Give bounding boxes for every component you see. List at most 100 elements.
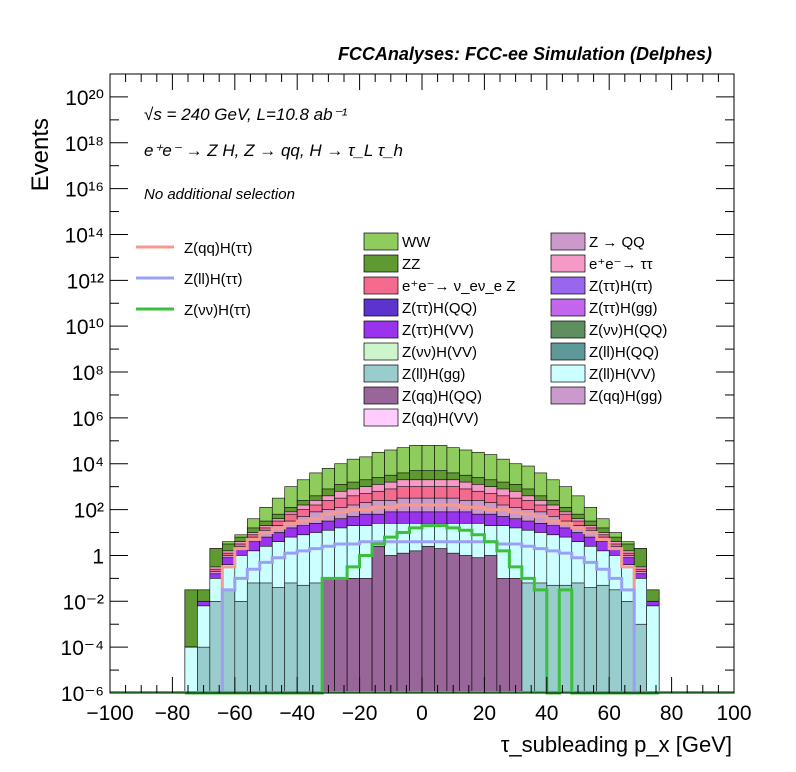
- x-tick-label: −60: [217, 702, 253, 725]
- legend-fill-entry: WW: [363, 232, 431, 251]
- legend-fill-entry: Z(νν)H(VV): [363, 342, 477, 361]
- bar: [209, 600, 223, 694]
- legend-fill-label: Z(ll)H(QQ): [589, 344, 659, 361]
- line-1: [184, 540, 660, 695]
- legend-fill-label: Z(ττ)H(VV): [402, 322, 474, 339]
- annotation-selection: No additional selection: [144, 186, 295, 203]
- y-tick-label: 1: [92, 545, 104, 568]
- x-tick-label: 40: [535, 702, 558, 725]
- x-tick-label: 0: [416, 702, 428, 725]
- legend-fill-swatch: [550, 364, 586, 383]
- legend-fill-swatch: [550, 386, 586, 405]
- y-tick-label: 10⁴: [72, 454, 104, 477]
- bar: [509, 578, 523, 694]
- legend-fill-entry: Z(ll)H(gg): [363, 364, 465, 383]
- legend-fill-entry: e⁺e⁻→ ν_eν_e Z: [363, 276, 515, 295]
- legend-fill-swatch: [363, 342, 399, 361]
- legend-fill-label: Z(qq)H(VV): [402, 410, 479, 427]
- bar: [296, 584, 310, 694]
- series-8: [321, 545, 523, 694]
- legend-fill-swatch: [363, 298, 399, 317]
- legend-fill-entry: Z(qq)H(VV): [363, 408, 479, 427]
- legend-fill-label: WW: [402, 234, 431, 251]
- bar: [271, 587, 286, 694]
- x-tick-label: −40: [279, 702, 315, 725]
- legend-fill-entry: Z(νν)H(QQ): [550, 320, 667, 339]
- x-tick-label: 60: [598, 702, 621, 725]
- bar: [596, 584, 610, 694]
- bar: [371, 545, 385, 694]
- bar: [246, 582, 261, 694]
- bar: [621, 600, 635, 694]
- legend-fill-entry: Z(ττ)H(QQ): [363, 298, 477, 317]
- bar: [583, 587, 598, 694]
- bar: [571, 582, 585, 694]
- bar: [334, 578, 348, 694]
- x-tick-label: 20: [473, 702, 496, 725]
- y-tick-label: 10²⁰: [65, 87, 104, 110]
- legend-fill-label: Z(νν)H(QQ): [589, 322, 667, 339]
- legend-line-entry: Z(νν)H(ττ): [136, 302, 251, 319]
- bar: [633, 623, 647, 694]
- legend-fill-entry: Z(qq)H(QQ): [363, 386, 482, 405]
- y-tick-label: 10⁻²: [63, 591, 104, 614]
- y-tick-label: 10²: [74, 500, 104, 523]
- y-axis-title: Events: [27, 118, 54, 191]
- bar: [409, 550, 423, 694]
- bar: [446, 552, 460, 694]
- bar: [234, 600, 248, 694]
- legend-fill-entry: Z(qq)H(gg): [550, 386, 662, 405]
- y-tick-label: 10⁻⁶: [61, 683, 104, 706]
- y-tick-label: 10⁶: [72, 408, 104, 431]
- legend-fill-entry: Z(ττ)H(ττ): [550, 276, 653, 295]
- bar: [421, 545, 435, 694]
- legend-fill-swatch: [550, 254, 586, 273]
- legend-fill-entry: Z(ττ)H(gg): [550, 298, 658, 317]
- legend-fill-label: Z(ττ)H(QQ): [402, 300, 477, 317]
- legend-fill-swatch: [363, 364, 399, 383]
- legend-fill-swatch: [363, 408, 399, 427]
- bar: [259, 582, 273, 694]
- bar: [646, 605, 660, 694]
- bar: [459, 555, 473, 694]
- y-tick-label: 10¹⁴: [65, 224, 104, 247]
- line-0: [184, 503, 660, 695]
- chart-title: FCCAnalyses: FCC-ee Simulation (Delphes): [338, 44, 712, 64]
- legend-fill-swatch: [550, 320, 586, 339]
- y-tick-label: 10⁸: [72, 362, 104, 385]
- annotation-energy-lumi: √s = 240 GeV, L=10.8 ab⁻¹: [144, 105, 348, 124]
- legend-fill-label: Z(νν)H(VV): [402, 344, 477, 361]
- annotation-process: e⁺e⁻ → Z H, Z → qq, H → τ_L τ_h: [144, 141, 403, 160]
- bar: [184, 646, 198, 694]
- bar: [346, 578, 360, 694]
- legend-fill-swatch: [550, 342, 586, 361]
- legend-line-label: Z(νν)H(ττ): [184, 302, 251, 319]
- legend-fill-swatch: [550, 232, 586, 251]
- legend-fill-entry: Z(ll)H(QQ): [550, 342, 659, 361]
- x-tick-label: −100: [86, 702, 133, 725]
- legend-fill-entry: Z → QQ: [550, 232, 645, 251]
- legend-fill-entry: Z(ll)H(VV): [550, 364, 656, 383]
- bar: [396, 552, 410, 694]
- legend-line-label: Z(qq)H(ττ): [184, 240, 253, 257]
- legend-fill-label: Z(ll)H(gg): [402, 366, 465, 383]
- bar: [284, 582, 298, 694]
- legend-fill-entry: Z(ττ)H(VV): [363, 320, 474, 339]
- legend-fill-label: Z(qq)H(QQ): [402, 388, 482, 405]
- x-axis-title: τ_subleading p_x [GeV]: [501, 732, 732, 757]
- x-tick-label: −20: [342, 702, 378, 725]
- legend-fill-entry: ZZ: [363, 254, 420, 273]
- legend-fill-label: Z(ττ)H(gg): [589, 300, 658, 317]
- x-tick-label: 100: [716, 702, 751, 725]
- y-tick-label: 10¹⁶: [65, 179, 104, 202]
- legend-fill-swatch: [363, 320, 399, 339]
- x-tick-label: 80: [660, 702, 683, 725]
- bar: [558, 584, 573, 694]
- legend-lines: Z(qq)H(ττ) Z(ll)H(ττ) Z(νν)H(ττ): [136, 240, 253, 319]
- bar: [309, 582, 323, 694]
- legend-line-entry: Z(qq)H(ττ): [136, 240, 253, 257]
- bar: [608, 589, 622, 694]
- legend-fill-swatch: [363, 386, 399, 405]
- bar: [496, 578, 510, 694]
